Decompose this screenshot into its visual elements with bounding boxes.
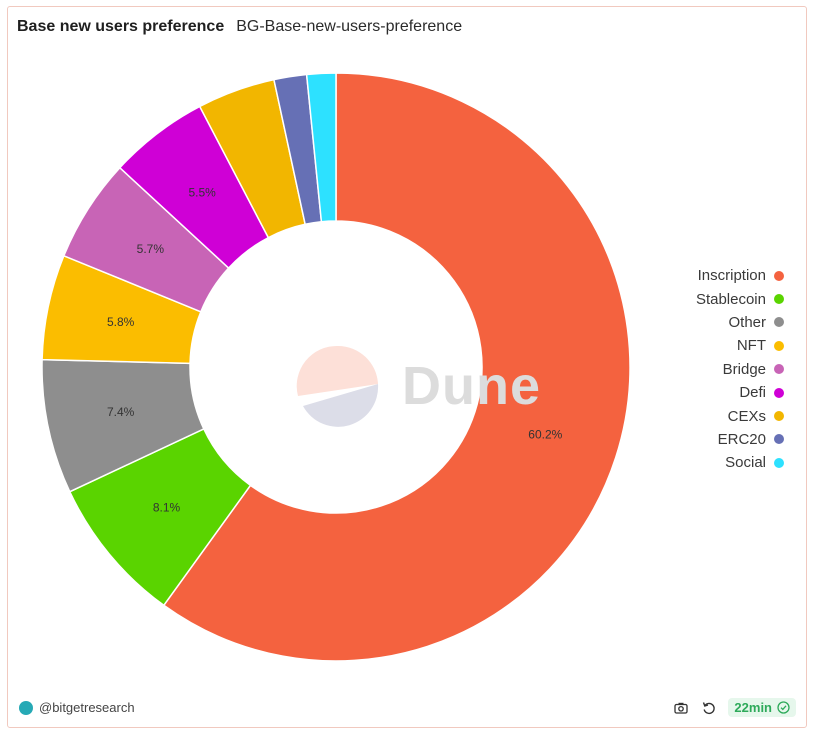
legend-item-nft[interactable]: NFT	[737, 334, 784, 357]
legend-label: Inscription	[697, 267, 766, 285]
legend-swatch	[774, 294, 784, 305]
data-label-inscription: 60.2%	[528, 428, 562, 442]
slice-inscription[interactable]	[162, 72, 631, 662]
check-circle-icon	[777, 701, 790, 714]
data-label-other: 7.4%	[107, 405, 135, 419]
chart-title: Base new users preference	[17, 18, 225, 35]
slice-social[interactable]	[305, 72, 337, 223]
footer-actions: 22min	[672, 698, 796, 717]
legend-swatch	[774, 364, 784, 375]
refresh-badge[interactable]: 22min	[728, 698, 796, 717]
legend-item-stablecoin[interactable]: Stablecoin	[696, 287, 784, 310]
legend-label: NFT	[736, 337, 766, 355]
avatar	[19, 700, 33, 715]
author-credit[interactable]: @bitgetresearch	[19, 700, 135, 715]
refresh-icon[interactable]	[700, 699, 718, 717]
data-label-stablecoin: 8.1%	[153, 500, 181, 514]
legend-label: ERC20	[717, 430, 766, 448]
legend-item-defi[interactable]: Defi	[739, 381, 784, 404]
chart-header: Base new users preference BG-Base-new-us…	[17, 18, 462, 36]
legend-label: Bridge	[722, 360, 766, 378]
legend-item-inscription[interactable]: Inscription	[698, 264, 784, 287]
legend-swatch	[774, 317, 784, 328]
legend-item-bridge[interactable]: Bridge	[723, 358, 784, 381]
legend-swatch	[774, 411, 784, 422]
data-label-nft: 5.8%	[107, 315, 135, 329]
legend-item-social[interactable]: Social	[725, 451, 784, 474]
refresh-time: 22min	[734, 700, 772, 715]
chart-card: Base new users preference BG-Base-new-us…	[7, 6, 807, 728]
author-name: @bitgetresearch	[39, 700, 135, 715]
legend-item-cexs[interactable]: CEXs	[728, 404, 784, 427]
legend-label: Stablecoin	[695, 290, 766, 308]
data-label-defi: 5.5%	[188, 185, 216, 199]
legend-swatch	[774, 387, 784, 398]
legend-item-other[interactable]: Other	[728, 311, 784, 334]
legend-swatch	[774, 434, 784, 445]
legend-label: Defi	[739, 384, 766, 402]
legend-label: CEXs	[727, 407, 766, 425]
data-label-bridge: 5.7%	[137, 242, 165, 256]
query-name: BG-Base-new-users-preference	[236, 18, 463, 35]
camera-icon[interactable]	[672, 699, 690, 717]
legend-label: Other	[728, 313, 766, 331]
legend-swatch	[774, 340, 784, 351]
legend-item-erc20[interactable]: ERC20	[718, 428, 784, 451]
chart-legend: Inscription Stablecoin Other NFT Bridge Defi C…	[696, 264, 784, 475]
donut-chart: 60.2% 8.1% 7.4% 5.8% 5.7% 5.5%	[41, 72, 631, 662]
legend-swatch	[774, 270, 784, 281]
legend-swatch	[774, 457, 784, 468]
legend-label: Social	[725, 454, 766, 472]
